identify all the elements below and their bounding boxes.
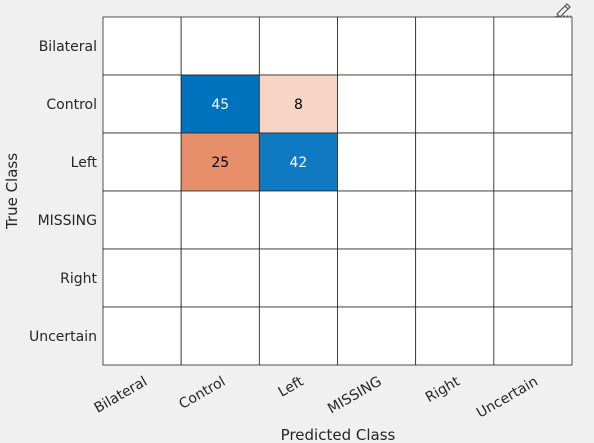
cell-control-left — [258, 74, 338, 134]
y-tick-label: Control — [46, 97, 97, 113]
cell-bilateral-missing — [337, 16, 417, 76]
y-tick-label: Uncertain — [29, 329, 97, 345]
cell-left-missing — [337, 132, 417, 192]
brush-edit-icon[interactable] — [553, 0, 573, 18]
x-tick-labels: Bilateral Control Left MISSING Right Uncertai… — [92, 373, 541, 421]
cell-bilateral-left — [258, 16, 338, 76]
cell-left-right — [415, 132, 495, 192]
cell-uncertain-missing — [337, 306, 417, 366]
cell-uncertain-uncertain — [493, 306, 573, 366]
cell-missing-control — [180, 190, 260, 250]
cell-missing-right — [415, 190, 495, 250]
x-axis-label: Predicted Class — [281, 426, 396, 443]
matrix-cells — [102, 16, 573, 366]
cell-left-uncertain — [493, 132, 573, 192]
y-tick-label: Bilateral — [39, 39, 97, 55]
x-tick-label: Right — [423, 373, 463, 406]
x-tick-label: Left — [276, 373, 307, 400]
y-axis-label: True Class — [3, 153, 21, 230]
cell-value: 8 — [294, 97, 303, 113]
cell-right-missing — [337, 248, 417, 308]
cell-bilateral-right — [415, 16, 495, 76]
cell-uncertain-left — [258, 306, 338, 366]
cell-bilateral-control — [180, 16, 260, 76]
y-tick-labels: Bilateral Control Left MISSING Right Uncertai… — [29, 39, 98, 345]
cell-missing-missing — [337, 190, 417, 250]
x-tick-label: Bilateral — [92, 374, 150, 417]
cell-left-bilateral — [102, 132, 182, 192]
y-tick-label: Left — [71, 155, 98, 171]
cell-right-bilateral — [102, 248, 182, 308]
cell-missing-bilateral — [102, 190, 182, 250]
cell-bilateral-bilateral — [102, 16, 182, 76]
x-tick-label: Uncertain — [474, 374, 541, 422]
cell-missing-left — [258, 190, 338, 250]
cell-left-left — [258, 132, 338, 192]
cell-right-control — [180, 248, 260, 308]
cell-control-bilateral — [102, 74, 182, 134]
x-tick-label: MISSING — [325, 374, 384, 418]
cell-control-control — [180, 74, 260, 134]
cell-right-left — [258, 248, 338, 308]
cell-control-uncertain — [493, 74, 573, 134]
cell-right-uncertain — [493, 248, 573, 308]
cell-left-control — [180, 132, 260, 192]
cell-uncertain-right — [415, 306, 495, 366]
cell-control-missing — [337, 74, 417, 134]
y-tick-label: Right — [60, 271, 97, 287]
cell-uncertain-bilateral — [102, 306, 182, 366]
cell-bilateral-uncertain — [493, 16, 573, 76]
x-tick-label: Control — [176, 374, 228, 413]
cell-right-right — [415, 248, 495, 308]
cell-control-right — [415, 74, 495, 134]
cell-value: 42 — [290, 155, 308, 171]
y-tick-label: MISSING — [38, 213, 97, 229]
cell-missing-uncertain — [493, 190, 573, 250]
cell-uncertain-control — [180, 306, 260, 366]
cell-values: 45 8 25 42 — [211, 97, 307, 171]
cell-value: 45 — [211, 97, 229, 113]
cell-value: 25 — [211, 155, 229, 171]
